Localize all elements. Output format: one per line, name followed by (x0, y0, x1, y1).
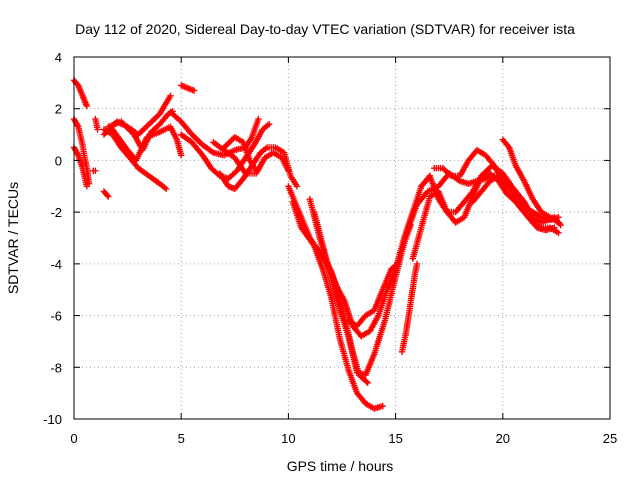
data-point-markers (109, 123, 185, 164)
x-tick-label: 5 (178, 431, 185, 446)
data-series-track-18 (289, 198, 386, 412)
y-tick-label: -10 (43, 412, 62, 427)
data-series-track-4 (92, 115, 101, 133)
data-series-track-15 (216, 144, 301, 193)
data-series-track-12 (169, 110, 262, 159)
y-tick-label: -2 (50, 205, 62, 220)
data-series-track-21 (345, 260, 401, 330)
data-series-track-28 (499, 136, 562, 226)
y-tick-label: 2 (55, 102, 62, 117)
x-tick-label: 0 (70, 431, 77, 446)
data-series-track-7 (100, 126, 170, 193)
x-tick-label: 20 (496, 431, 510, 446)
data-point-markers (306, 196, 414, 379)
y-tick-label: 4 (55, 50, 62, 65)
data-point-markers (92, 115, 101, 133)
x-axis-label: GPS time / hours (287, 458, 394, 474)
data-point-markers (169, 110, 262, 159)
x-tick-label: 15 (388, 431, 402, 446)
plot-frame (73, 56, 611, 420)
data-point-markers (220, 134, 260, 174)
data-series-track-6 (90, 167, 99, 174)
data-point-markers (398, 260, 421, 355)
chart-title: Day 112 of 2020, Sidereal Day-to-day VTE… (75, 21, 575, 37)
data-layer (70, 77, 564, 412)
y-tick-label: 0 (55, 153, 62, 168)
data-point-markers (90, 167, 99, 174)
data-point-markers (178, 82, 198, 94)
data-point-markers (100, 126, 170, 193)
grid (74, 57, 610, 419)
data-series-track-5 (100, 188, 112, 200)
data-point-markers (100, 188, 112, 200)
data-point-markers (289, 198, 386, 412)
data-point-markers (216, 144, 301, 193)
data-series-track-26 (431, 146, 558, 234)
x-tick-label: 10 (281, 431, 295, 446)
data-point-markers (345, 260, 401, 330)
data-point-markers (431, 146, 558, 234)
data-series-track-11 (178, 82, 198, 94)
data-series-track-16 (220, 134, 260, 174)
y-tick-label: -6 (50, 309, 62, 324)
x-tick-label: 25 (603, 431, 617, 446)
data-series-track-22 (398, 260, 421, 355)
y-tick-label: -8 (50, 360, 62, 375)
y-tick-label: -4 (50, 257, 62, 272)
y-axis-label: SDTVAR / TECUs (5, 182, 21, 294)
data-series-track-10 (109, 123, 185, 164)
data-series-track-19 (306, 196, 414, 379)
data-point-markers (499, 136, 562, 226)
